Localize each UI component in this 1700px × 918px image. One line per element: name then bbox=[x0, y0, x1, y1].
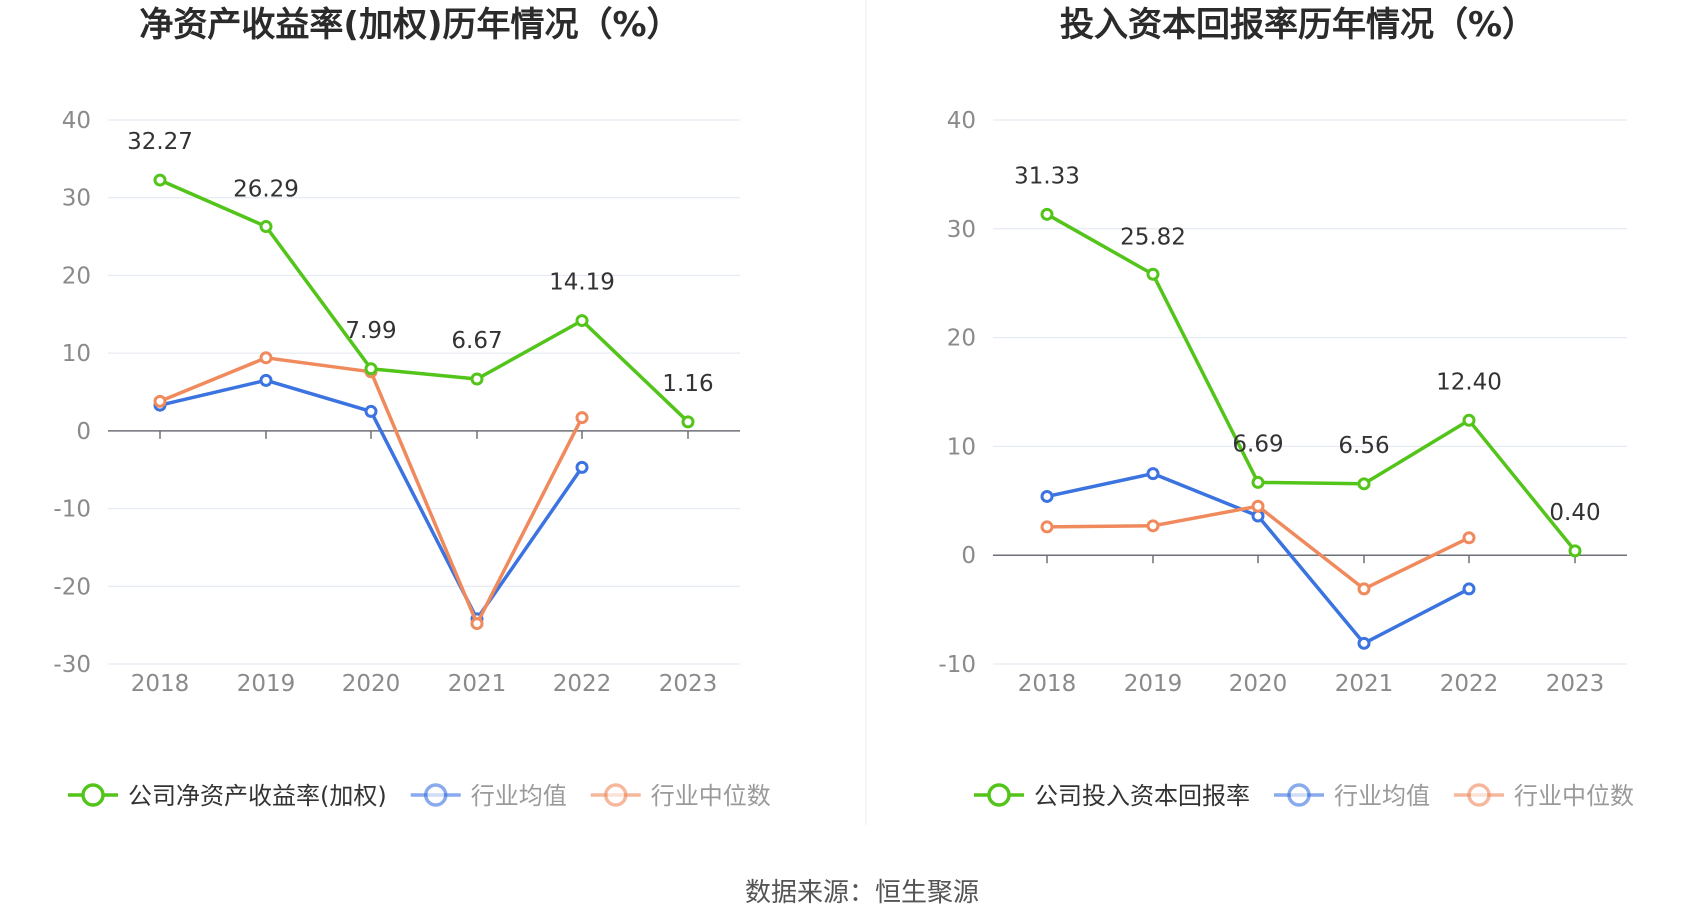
x-tick-label: 2020 bbox=[1229, 671, 1288, 697]
y-tick-label: 0 bbox=[76, 419, 91, 445]
series-line bbox=[159, 356, 584, 626]
y-tick-label: -10 bbox=[53, 497, 91, 523]
data-point bbox=[1146, 267, 1160, 281]
x-tick-label: 2020 bbox=[342, 671, 401, 697]
x-tick-label: 2021 bbox=[1335, 671, 1394, 697]
x-tick-label: 2019 bbox=[237, 671, 296, 697]
x-tick-label: 2023 bbox=[1546, 671, 1605, 697]
data-point bbox=[1462, 582, 1476, 596]
data-point bbox=[1462, 413, 1476, 427]
data-point bbox=[575, 314, 589, 328]
data-label: 14.19 bbox=[549, 270, 615, 296]
x-tick-label: 2018 bbox=[1018, 671, 1077, 697]
x-tick-label: 2022 bbox=[553, 671, 612, 697]
legend-marker bbox=[81, 783, 105, 807]
source-label: 数据来源：恒生聚源 bbox=[745, 878, 979, 908]
legend-item[interactable]: 行业均值 bbox=[1274, 782, 1430, 810]
data-label: 6.67 bbox=[451, 328, 502, 354]
data-label: 31.33 bbox=[1014, 163, 1080, 189]
chart-title: 净资产收益率(加权)历年情况（%） bbox=[139, 5, 680, 45]
y-tick-label: 20 bbox=[947, 326, 976, 352]
y-tick-label: 40 bbox=[62, 108, 91, 134]
legend-marker bbox=[423, 783, 448, 807]
x-tick-label: 2023 bbox=[659, 671, 718, 697]
data-point bbox=[153, 394, 167, 408]
data-label: 6.56 bbox=[1338, 433, 1389, 459]
legend-label: 行业均值 bbox=[471, 782, 567, 810]
data-point bbox=[259, 220, 273, 234]
data-point bbox=[1040, 489, 1054, 503]
y-tick-label: 30 bbox=[62, 186, 91, 212]
legend-item[interactable]: 行业中位数 bbox=[1454, 782, 1634, 810]
data-label: 6.69 bbox=[1232, 431, 1283, 457]
data-point bbox=[364, 404, 378, 418]
data-point bbox=[575, 411, 589, 425]
y-tick-label: 30 bbox=[947, 217, 976, 243]
y-tick-label: 10 bbox=[947, 434, 976, 460]
x-tick-label: 2018 bbox=[131, 671, 190, 697]
data-label: 7.99 bbox=[345, 318, 396, 344]
data-point bbox=[259, 373, 273, 387]
legend-label: 公司投入资本回报率 bbox=[1034, 782, 1250, 810]
data-point bbox=[1357, 636, 1371, 650]
data-label: 32.27 bbox=[127, 129, 193, 155]
chart-roe: 净资产收益率(加权)历年情况（%） 40 30 20 10 0 -10 -20 -30 2018 2… bbox=[53, 5, 770, 810]
chart-title: 投入资本回报率历年情况（%） bbox=[1060, 5, 1536, 45]
data-label: 1.16 bbox=[662, 371, 713, 397]
data-point bbox=[1146, 519, 1160, 533]
legend-marker bbox=[1287, 783, 1311, 807]
legend-label: 公司净资产收益率(加权) bbox=[128, 782, 387, 810]
y-tick-label: 40 bbox=[947, 108, 976, 134]
legend-marker bbox=[1467, 783, 1491, 807]
y-tick-label: -20 bbox=[53, 574, 91, 600]
data-point bbox=[575, 460, 589, 474]
data-point bbox=[1251, 499, 1265, 513]
legend-item[interactable]: 行业均值 bbox=[410, 782, 567, 810]
data-point bbox=[153, 173, 167, 187]
legend-marker bbox=[987, 783, 1011, 807]
data-point bbox=[1040, 207, 1054, 221]
legend-marker bbox=[603, 783, 628, 807]
data-point bbox=[1040, 520, 1054, 534]
data-point bbox=[1462, 531, 1476, 545]
data-label: 0.40 bbox=[1549, 500, 1600, 526]
data-label: 25.82 bbox=[1120, 224, 1186, 250]
series-line bbox=[1046, 212, 1577, 552]
y-tick-label: -30 bbox=[53, 652, 91, 678]
data-point bbox=[1357, 582, 1371, 596]
x-tick-label: 2019 bbox=[1124, 671, 1183, 697]
legend-item[interactable]: 公司投入资本回报率 bbox=[974, 782, 1250, 810]
data-point bbox=[364, 362, 378, 376]
data-point bbox=[681, 415, 695, 429]
y-tick-label: -10 bbox=[938, 652, 976, 678]
y-tick-label: 0 bbox=[961, 543, 976, 569]
data-point bbox=[259, 351, 273, 365]
y-tick-label: 20 bbox=[62, 263, 91, 289]
legend-item[interactable]: 公司净资产收益率(加权) bbox=[68, 782, 387, 810]
legend-item[interactable]: 行业中位数 bbox=[590, 782, 771, 810]
series-line bbox=[159, 178, 690, 424]
legend-label: 行业中位数 bbox=[651, 782, 771, 810]
data-point bbox=[470, 617, 484, 631]
data-point bbox=[470, 372, 484, 386]
x-tick-label: 2021 bbox=[448, 671, 507, 697]
chart-roic: 投入资本回报率历年情况（%） 40 30 20 10 0 -10 2018 2019 2020 20… bbox=[938, 5, 1634, 810]
legend-label: 行业均值 bbox=[1334, 782, 1430, 810]
data-point bbox=[1146, 467, 1160, 481]
data-label: 12.40 bbox=[1436, 369, 1502, 395]
y-tick-label: 10 bbox=[62, 341, 91, 367]
legend-label: 行业中位数 bbox=[1514, 782, 1634, 810]
data-label: 26.29 bbox=[233, 177, 299, 203]
data-point bbox=[1357, 477, 1371, 491]
x-tick-label: 2022 bbox=[1440, 671, 1499, 697]
data-point bbox=[1251, 475, 1265, 489]
data-point bbox=[1568, 544, 1582, 558]
